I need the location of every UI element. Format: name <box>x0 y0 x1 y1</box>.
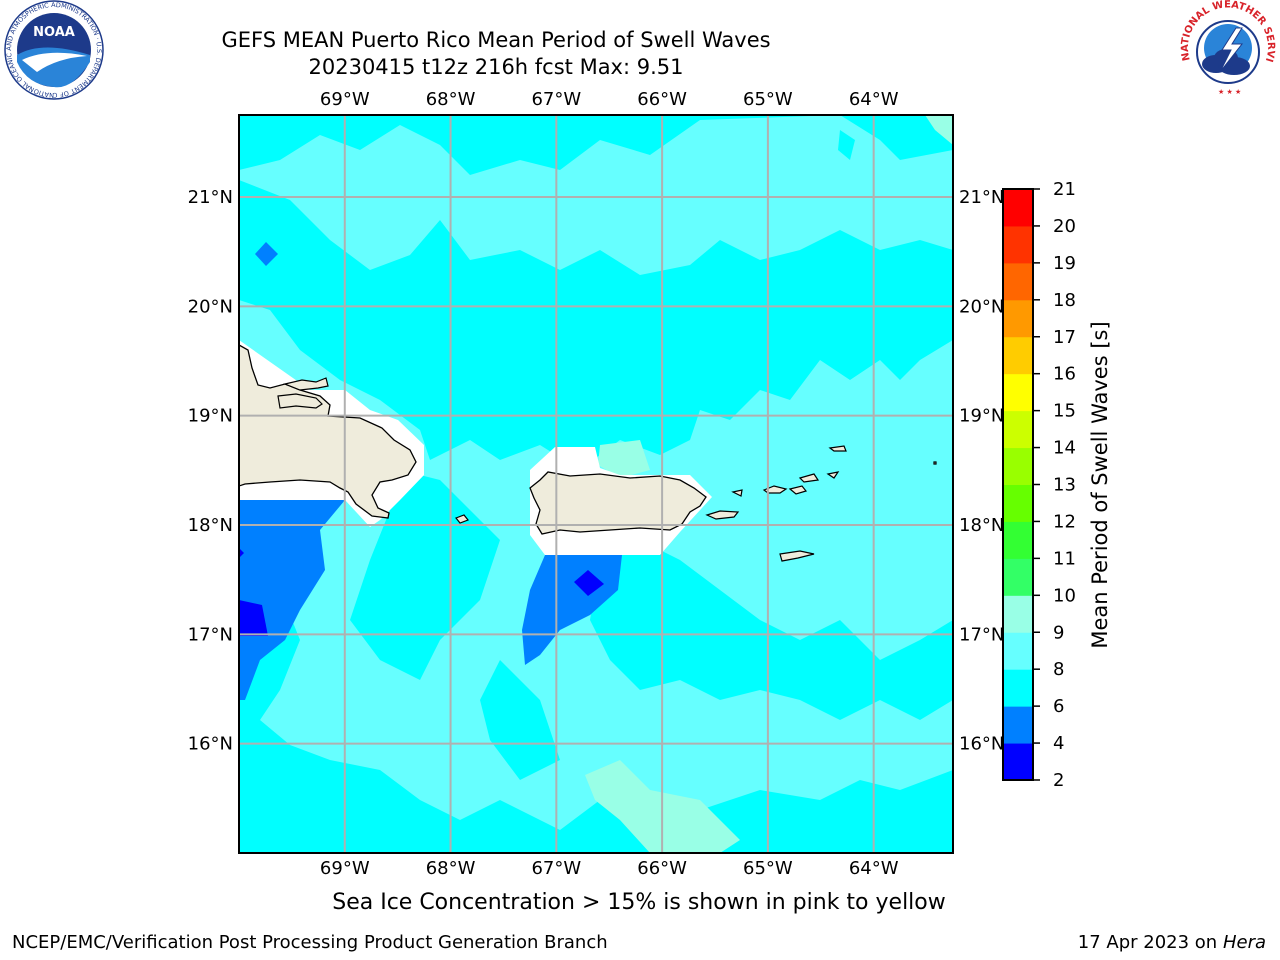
colorbar-tick-label: 18 <box>1053 290 1076 311</box>
map-frame <box>238 114 954 854</box>
lon-label-top: 69°W <box>320 89 370 110</box>
colorbar-tick-label: 9 <box>1053 622 1064 643</box>
colorbar-segment <box>1003 521 1033 559</box>
lat-label-left: 16°N <box>188 734 233 755</box>
land-tortuga <box>283 377 329 391</box>
colorbar-tick-label: 4 <box>1053 733 1064 754</box>
colorbar-tick-label: 17 <box>1053 327 1076 348</box>
colorbar-tick-label: 12 <box>1053 511 1076 532</box>
colorbar-tick-label: 13 <box>1053 475 1076 496</box>
colorbar-tick-label: 20 <box>1053 216 1076 237</box>
colorbar-tick-label: 10 <box>1053 585 1076 606</box>
lat-label-right: 17°N <box>959 624 1004 645</box>
lon-label-top: 68°W <box>426 89 476 110</box>
land-mona <box>455 514 469 524</box>
lon-label-top: 65°W <box>743 89 793 110</box>
lat-label-left: 17°N <box>188 624 233 645</box>
colorbar-tick-label: 21 <box>1053 179 1076 200</box>
colorbar-tick-label: 6 <box>1053 696 1064 717</box>
colorbar-segment <box>1003 410 1033 449</box>
colorbar-segment <box>1003 336 1033 375</box>
lat-label-right: 16°N <box>959 734 1004 755</box>
sea-ice-caption: Sea Ice Concentration > 15% is shown in … <box>332 890 946 915</box>
lat-label-left: 19°N <box>188 406 233 427</box>
colorbar-tick-label: 11 <box>1053 548 1076 569</box>
lon-label-bottom: 67°W <box>531 858 581 879</box>
graticule <box>239 115 953 853</box>
colorbar-segment <box>1003 669 1033 707</box>
lon-label-top: 66°W <box>637 89 687 110</box>
footer-date-text: 17 Apr 2023 on <box>1077 932 1218 953</box>
colorbar-segment <box>1003 743 1033 781</box>
land-virgin-islands <box>762 445 937 562</box>
lat-label-left: 18°N <box>188 515 233 536</box>
axis-labels: 69°W 69°W 68°W 68°W 67°W 67°W 66°W 66°W 65°W 65°W… <box>188 89 1005 879</box>
footer-date: 17 Apr 2023 on Hera <box>1078 932 1266 953</box>
land-culebra <box>731 489 743 497</box>
lon-label-bottom: 64°W <box>849 858 899 879</box>
noaa-logo: NATIONAL OCEANIC AND ATMOSPHERIC ADMINIS… <box>2 0 104 100</box>
field-6-8s <box>239 115 953 853</box>
land-vieques <box>705 510 740 520</box>
colorbar-segment <box>1003 632 1033 670</box>
colorbar-segment <box>1003 706 1033 744</box>
colorbar-tick-label: 2 <box>1053 770 1064 791</box>
lon-label-bottom: 65°W <box>743 858 793 879</box>
lon-label-bottom: 68°W <box>426 858 476 879</box>
lat-label-right: 18°N <box>959 515 1004 536</box>
colorbar-segment <box>1003 189 1033 227</box>
footer-machine: Hera <box>1222 932 1266 953</box>
lat-label-left: 21°N <box>188 187 233 208</box>
lon-label-bottom: 66°W <box>637 858 687 879</box>
land-samana <box>277 393 323 409</box>
colorbar-tick-label: 19 <box>1053 253 1076 274</box>
nws-logo: NATIONAL WEATHER SERVICE ★ ★ ★ <box>1176 0 1276 98</box>
lon-label-top: 64°W <box>849 89 899 110</box>
colorbar-segment <box>1003 262 1033 301</box>
colorbar-segment <box>1003 373 1033 412</box>
colorbar-tick-label: 8 <box>1053 659 1064 680</box>
colorbar-segment <box>1003 484 1033 522</box>
chart-subtitle: 20230415 t12z 216h fcst Max: 9.51 <box>308 55 684 79</box>
lat-label-left: 20°N <box>188 296 233 317</box>
footer-credit: NCEP/EMC/Verification Post Processing Pr… <box>12 932 608 953</box>
chart-title: GEFS MEAN Puerto Rico Mean Period of Swe… <box>221 28 771 52</box>
lon-label-top: 67°W <box>531 89 581 110</box>
colorbar-segment <box>1003 225 1033 264</box>
lat-label-right: 20°N <box>959 296 1004 317</box>
colorbar-tick-label: 16 <box>1053 364 1076 385</box>
colorbar-segment <box>1003 558 1033 596</box>
noaa-logo-text: NOAA <box>33 25 75 40</box>
field-2-4s <box>239 548 604 636</box>
lat-label-right: 19°N <box>959 406 1004 427</box>
colorbar-label: Mean Period of Swell Waves [s] <box>1088 321 1112 648</box>
lon-label-bottom: 69°W <box>320 858 370 879</box>
colorbar-tick-label: 15 <box>1053 401 1076 422</box>
svg-text:★ ★ ★: ★ ★ ★ <box>1218 88 1241 96</box>
colorbar-tick-label: 14 <box>1053 438 1076 459</box>
colorbar-segment <box>1003 447 1033 485</box>
lat-label-right: 21°N <box>959 187 1004 208</box>
colorbar-segment <box>1003 595 1033 633</box>
map-area <box>239 115 953 853</box>
colorbar: 2 4 6 8 9 10 11 12 13 14 15 16 17 18 19 20 21 <box>1002 179 1076 791</box>
colorbar-segment <box>1003 299 1033 338</box>
